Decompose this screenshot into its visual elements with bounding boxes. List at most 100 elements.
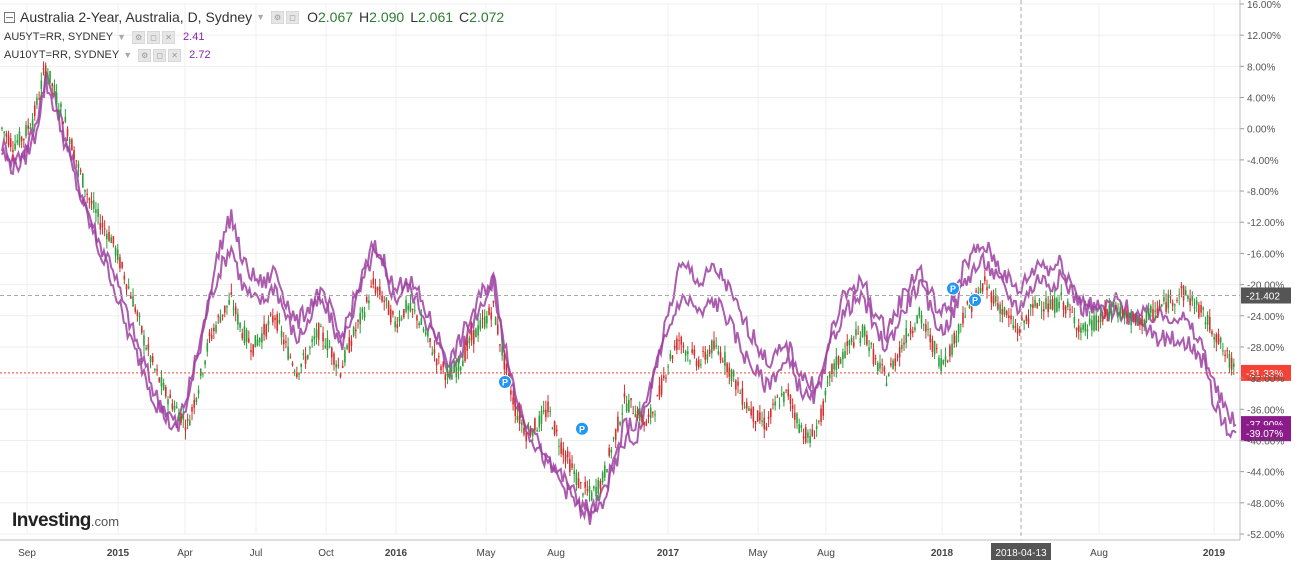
candle-body — [431, 352, 434, 355]
candle-body — [405, 300, 407, 312]
event-badge[interactable] — [968, 293, 982, 308]
candle-body — [1082, 324, 1084, 330]
candle-body — [261, 333, 263, 343]
x-tick-label: Jul — [250, 548, 263, 559]
candle-body — [241, 333, 244, 339]
y-tick-label: -20.00% — [1247, 281, 1284, 292]
candle-body — [1141, 315, 1143, 326]
event-badge[interactable] — [498, 375, 512, 390]
investing-logo: Investing.com — [12, 510, 119, 532]
candle-body — [582, 493, 584, 496]
candle-body — [147, 344, 150, 350]
candle-body — [671, 356, 674, 359]
candle-body — [765, 426, 768, 431]
candle-body — [652, 412, 654, 414]
candle-body — [1152, 308, 1154, 321]
candle-body — [1023, 320, 1025, 324]
candle-body — [442, 362, 444, 367]
candle-body — [604, 465, 606, 478]
candle-body — [711, 340, 713, 353]
candle-body — [1095, 315, 1098, 331]
candle-body — [125, 284, 128, 290]
candle-body — [57, 109, 60, 112]
candle-body — [925, 324, 927, 332]
hide-icon[interactable]: ◻ — [153, 48, 167, 62]
candle-body — [606, 469, 608, 473]
hide-icon[interactable]: ◻ — [286, 10, 300, 24]
close-icon[interactable]: ✕ — [168, 48, 182, 62]
candle-body — [320, 326, 322, 328]
candle-body — [1182, 286, 1185, 301]
candle-body — [547, 401, 549, 413]
candle-body — [813, 438, 816, 440]
main-series-title[interactable]: Australia 2-Year, Australia, D, Sydney — [20, 9, 253, 25]
candle-body — [748, 408, 750, 412]
candle-body — [374, 286, 377, 294]
candle-body — [326, 337, 329, 351]
candle-body — [1112, 300, 1115, 308]
settings-icon[interactable]: ⚙ — [271, 10, 285, 24]
candle-body — [455, 367, 458, 378]
candle-body — [857, 333, 859, 335]
candle-body — [1204, 322, 1207, 325]
candle-body — [669, 353, 672, 360]
candle-body — [1036, 303, 1039, 308]
candle-body — [514, 405, 517, 417]
event-badge[interactable] — [575, 421, 589, 436]
candle-body — [844, 351, 846, 359]
candle-body — [1097, 320, 1100, 323]
candle-body — [132, 296, 134, 307]
candle-body — [396, 324, 399, 329]
candle-body — [562, 448, 565, 456]
candle-body — [293, 371, 296, 373]
candle-body — [1158, 306, 1161, 308]
candle-body — [859, 337, 862, 344]
candle-body — [1001, 309, 1004, 315]
candle-body — [964, 316, 966, 318]
candle-body — [774, 401, 776, 406]
collapse-toggle-icon[interactable] — [4, 11, 15, 23]
candle-body — [191, 407, 193, 412]
event-badge-label[interactable]: P — [972, 296, 978, 306]
chevron-down-icon[interactable]: ▼ — [256, 12, 266, 22]
candle-body — [243, 326, 246, 343]
candle-body — [1025, 315, 1028, 321]
settings-icon[interactable]: ⚙ — [138, 48, 152, 62]
compare-series-title[interactable]: AU10YT=RR, SYDNEY — [4, 49, 120, 61]
candle-body — [206, 343, 209, 352]
candle-body — [31, 119, 34, 126]
chevron-down-icon[interactable]: ▼ — [123, 50, 133, 60]
candle-body — [507, 374, 510, 377]
candle-body — [737, 381, 739, 386]
candle-body — [1027, 318, 1030, 324]
candle-body — [451, 374, 453, 380]
candle-body — [866, 335, 868, 345]
candle-body — [510, 390, 512, 395]
chevron-down-icon[interactable]: ▼ — [117, 32, 127, 42]
candle-body — [416, 315, 418, 321]
candle-body — [833, 363, 835, 370]
candle-body — [1064, 306, 1067, 314]
candle-body — [16, 140, 19, 143]
candle-body — [717, 351, 720, 354]
close-icon[interactable]: ✕ — [162, 30, 176, 44]
candle-body — [1088, 318, 1091, 324]
candle-body — [173, 405, 176, 411]
candle-body — [1084, 322, 1087, 332]
hide-icon[interactable]: ◻ — [147, 30, 161, 44]
candle-body — [931, 339, 934, 352]
legend-series-row: AU5YT=RR, SYDNEY ▼ ⚙ ◻ ✕ 2.41 — [4, 28, 504, 46]
settings-icon[interactable]: ⚙ — [132, 30, 146, 44]
compare-series-title[interactable]: AU5YT=RR, SYDNEY — [4, 31, 114, 43]
event-badge[interactable] — [946, 281, 960, 296]
candle-body — [1, 127, 3, 129]
candle-body — [86, 193, 88, 195]
event-badge-label[interactable]: P — [502, 378, 508, 388]
event-badge-label[interactable]: P — [579, 424, 585, 434]
candle-body — [957, 324, 960, 334]
candle-body — [337, 364, 340, 366]
candle-body — [839, 358, 842, 364]
event-badge-label[interactable]: P — [950, 284, 956, 294]
